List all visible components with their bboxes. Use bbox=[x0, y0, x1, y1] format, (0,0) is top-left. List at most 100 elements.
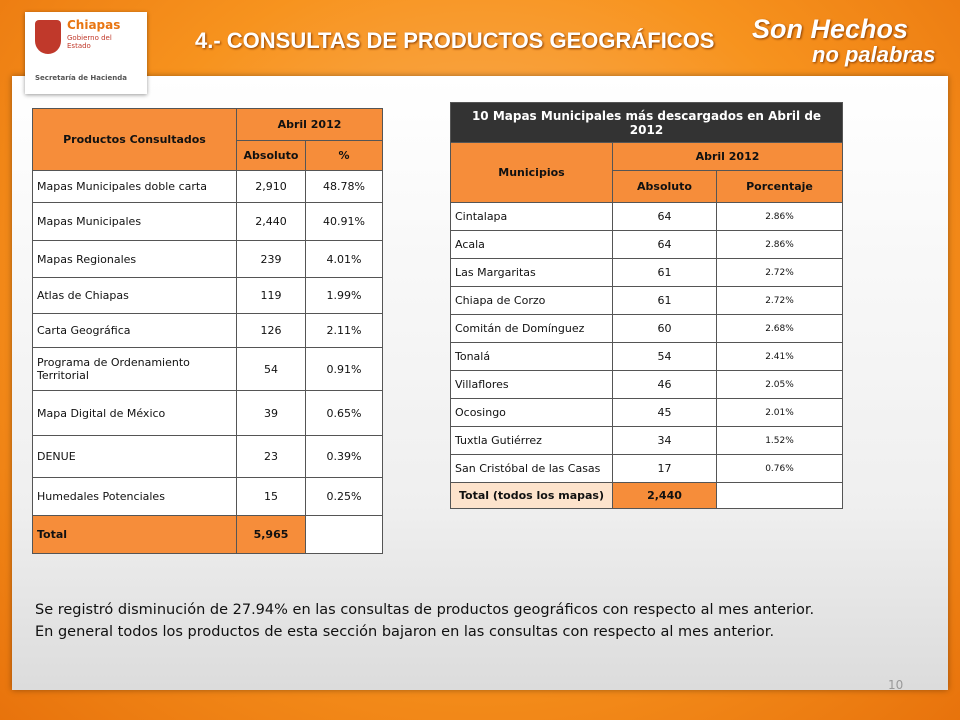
cell: 2.68% bbox=[715, 314, 844, 343]
cell: 39 bbox=[236, 390, 306, 436]
cell: 2.72% bbox=[715, 258, 844, 287]
data-row: Programa de Ordenamiento Territorial 54 0.… bbox=[32, 347, 383, 391]
cell: Programa de Ordenamiento Territorial bbox=[32, 347, 237, 391]
cell: Comitán de Domínguez bbox=[450, 314, 613, 343]
data-row: Atlas de Chiapas 119 1.99% bbox=[32, 277, 383, 314]
cell: 10 Mapas Municipales más descargados en … bbox=[449, 102, 844, 143]
products-table: Productos Consultados Abril 2012 Absoluto%… bbox=[32, 108, 383, 554]
cell: Abril 2012 bbox=[236, 108, 383, 141]
cell: 1.99% bbox=[305, 277, 383, 314]
header-row: Absoluto% bbox=[33, 140, 383, 171]
cell: Villaflores bbox=[450, 370, 613, 399]
cell: 40.91% bbox=[305, 202, 383, 241]
data-row: Tuxtla Gutiérrez 34 1.52% bbox=[450, 426, 844, 455]
cell: Municipios bbox=[450, 142, 613, 203]
data-row: Las Margaritas 61 2.72% bbox=[450, 258, 844, 287]
cell: 0.25% bbox=[305, 477, 383, 516]
logo-name: Chiapas bbox=[67, 18, 121, 32]
cell: Ocosingo bbox=[450, 398, 613, 427]
data-row: Villaflores 46 2.05% bbox=[450, 370, 844, 399]
cell: Cintalapa bbox=[450, 202, 613, 231]
cell: 64 bbox=[612, 230, 717, 259]
cell: Acala bbox=[450, 230, 613, 259]
cell: 239 bbox=[236, 240, 306, 278]
cell: 15 bbox=[236, 477, 306, 516]
cell: 2.86% bbox=[715, 230, 844, 259]
cell: 2,440 bbox=[236, 202, 306, 241]
cell: Mapas Municipales doble carta bbox=[32, 170, 237, 203]
notes: Se registró disminución de 27.94% en las… bbox=[35, 599, 814, 643]
data-row: Acala 64 2.86% bbox=[450, 230, 844, 259]
cell: 0.76% bbox=[715, 454, 844, 483]
cell: 2.01% bbox=[715, 398, 844, 427]
slide-title: 4.- CONSULTAS DE PRODUCTOS GEOGRÁFICOS bbox=[195, 28, 715, 53]
cell: 1.52% bbox=[715, 426, 844, 455]
cell: 54 bbox=[236, 347, 306, 391]
cell: 2.41% bbox=[715, 342, 844, 371]
page-number: 10 bbox=[888, 678, 904, 692]
cell: Humedales Potenciales bbox=[32, 477, 237, 516]
cell: 2.86% bbox=[715, 202, 844, 231]
logo-subtitle: Gobierno del Estado bbox=[67, 34, 112, 50]
cell: 17 bbox=[612, 454, 717, 483]
data-row: Humedales Potenciales 15 0.25% bbox=[32, 477, 383, 516]
slogan: Son Hechos bbox=[752, 14, 909, 44]
total-row: Total 5,965 bbox=[32, 515, 383, 554]
cell: 64 bbox=[612, 202, 717, 231]
data-row: San Cristóbal de las Casas 17 0.76% bbox=[450, 454, 844, 483]
cell: Mapas Municipales bbox=[32, 202, 237, 241]
cell: Total (todos los mapas) bbox=[450, 482, 613, 509]
logo: Chiapas Gobierno del Estado Secretaría d… bbox=[25, 12, 147, 94]
cell: Productos Consultados bbox=[32, 108, 237, 171]
cell: Mapa Digital de México bbox=[32, 390, 237, 436]
note-line: Se registró disminución de 27.94% en las… bbox=[35, 602, 815, 618]
data-row: Carta Geográfica 126 2.11% bbox=[32, 313, 383, 348]
note-line: En general todos los productos de esta s… bbox=[35, 624, 775, 640]
cell: Absoluto bbox=[236, 140, 306, 171]
data-row: Cintalapa 64 2.86% bbox=[450, 202, 844, 231]
cell bbox=[305, 515, 383, 554]
total-row: Total (todos los mapas) 2,440 bbox=[450, 482, 844, 509]
cell: Absoluto bbox=[612, 170, 717, 203]
cell: 45 bbox=[612, 398, 717, 427]
cell: Las Margaritas bbox=[450, 258, 613, 287]
cell: Tuxtla Gutiérrez bbox=[450, 426, 613, 455]
data-row: Mapas Regionales 239 4.01% bbox=[32, 240, 383, 278]
header-row: Absoluto Porcentaje bbox=[451, 170, 844, 203]
title-row: 10 Mapas Municipales más descargados en … bbox=[449, 102, 844, 143]
cell: 2.05% bbox=[715, 370, 844, 399]
cell: Tonalá bbox=[450, 342, 613, 371]
cell: 54 bbox=[612, 342, 717, 371]
cell: Porcentaje bbox=[715, 170, 844, 203]
cell: DENUE bbox=[32, 435, 237, 478]
cell: 0.91% bbox=[305, 347, 383, 391]
cell: 2,440 bbox=[612, 482, 717, 509]
data-row: DENUE 23 0.39% bbox=[32, 435, 383, 478]
cell: 23 bbox=[236, 435, 306, 478]
municipal-maps-table: 10 Mapas Municipales más descargados en … bbox=[449, 102, 844, 509]
cell: 48.78% bbox=[305, 170, 383, 203]
cell: Atlas de Chiapas bbox=[32, 277, 237, 314]
cell: 2.11% bbox=[305, 313, 383, 348]
cell: 2,910 bbox=[236, 170, 306, 203]
cell: 0.65% bbox=[305, 390, 383, 436]
cell: 61 bbox=[612, 258, 717, 287]
slogan: no palabras bbox=[812, 42, 936, 67]
data-row: Mapas Municipales 2,440 40.91% bbox=[32, 202, 383, 241]
data-row: Mapas Municipales doble carta 2,910 48.78% bbox=[32, 170, 383, 203]
cell: 46 bbox=[612, 370, 717, 399]
cell: San Cristóbal de las Casas bbox=[450, 454, 613, 483]
header-row: Productos Consultados Abril 2012 bbox=[32, 108, 383, 171]
data-row: Tonalá 54 2.41% bbox=[450, 342, 844, 371]
cell: Abril 2012 bbox=[611, 142, 844, 171]
cell: 126 bbox=[236, 313, 306, 348]
cell: Mapas Regionales bbox=[32, 240, 237, 278]
cell: 0.39% bbox=[305, 435, 383, 478]
cell: Carta Geográfica bbox=[32, 313, 237, 348]
header-row: Municipios Abril 2012 bbox=[450, 142, 844, 203]
cell: 60 bbox=[612, 314, 717, 343]
cell: Chiapa de Corzo bbox=[450, 286, 613, 315]
data-row: Comitán de Domínguez 60 2.68% bbox=[450, 314, 844, 343]
cell: 34 bbox=[612, 426, 717, 455]
